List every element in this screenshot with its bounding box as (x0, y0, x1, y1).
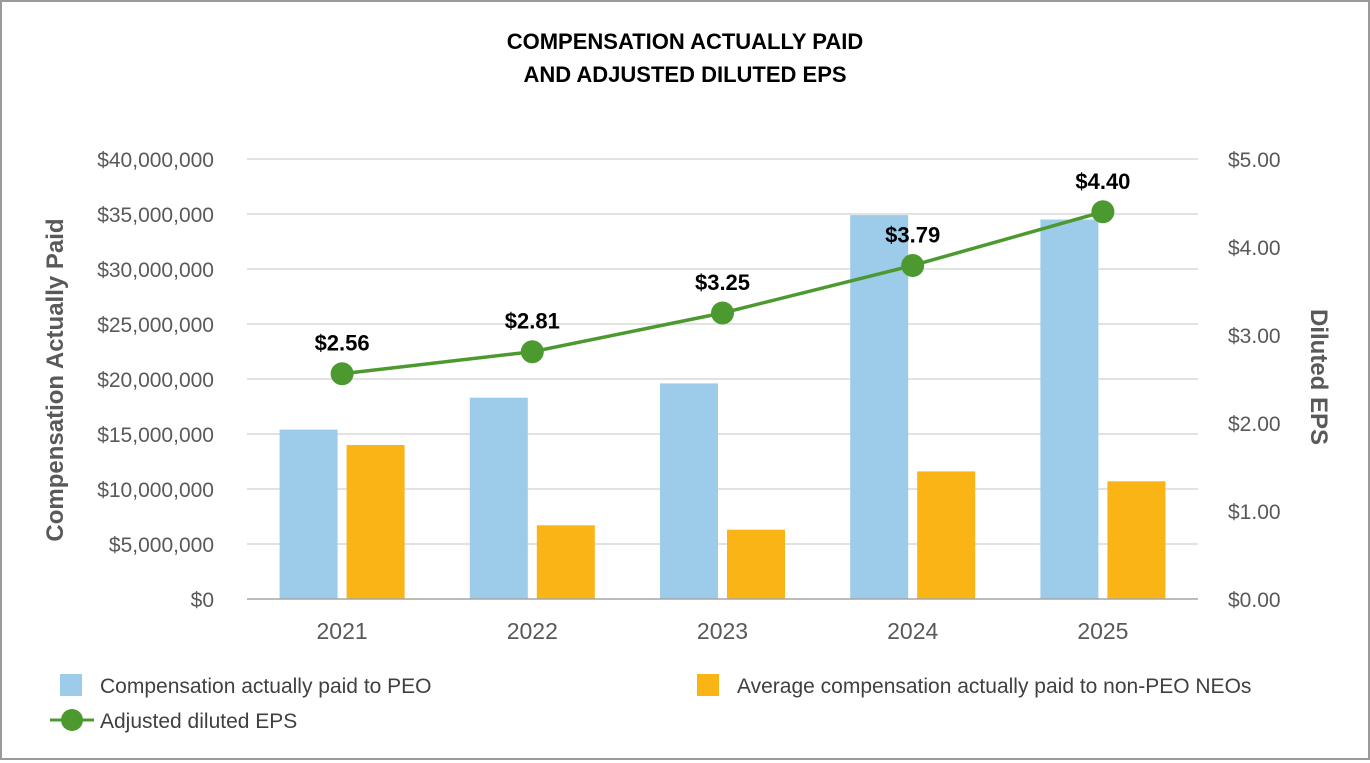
bar-peo-2023 (660, 383, 718, 599)
y-axis-ticks: $0 $5,000,000 $10,000,000 $15,000,000 $20,00… (97, 149, 214, 612)
y-tick-label: $5,000,000 (109, 534, 214, 557)
legend-swatch-neo (697, 674, 719, 696)
y2-tick-label: $5.00 (1228, 149, 1281, 172)
legend-label-peo: Compensation actually paid to PEO (100, 675, 432, 698)
eps-data-label: $4.40 (1075, 169, 1130, 194)
y2-tick-label: $3.00 (1228, 325, 1281, 348)
x-tick-label: 2021 (317, 618, 368, 644)
x-tick-label: 2024 (887, 618, 938, 644)
bar-peo-2022 (469, 397, 528, 599)
y2-tick-label: $0.00 (1228, 589, 1281, 612)
y2-tick-label: $4.00 (1228, 237, 1281, 260)
eps-point-2021 (330, 362, 354, 386)
y2-axis-title: Diluted EPS (1305, 309, 1332, 445)
bar-neo-2025 (1107, 481, 1166, 599)
bar-peo-2025 (1040, 219, 1099, 599)
x-axis-categories: 2021 2022 2023 2024 2025 (317, 618, 1129, 644)
bar-neo-2022 (536, 525, 595, 599)
y-axis-title: Compensation Actually Paid (42, 218, 69, 541)
x-tick-label: 2025 (1077, 618, 1128, 644)
legend-marker-eps (61, 709, 83, 731)
chart-title-line-2: AND ADJUSTED DILUTED EPS (523, 62, 846, 87)
eps-data-label: $2.81 (505, 309, 560, 334)
eps-point-2025 (1091, 200, 1115, 224)
y-tick-label: $40,000,000 (97, 149, 214, 172)
y2-tick-label: $2.00 (1228, 413, 1281, 436)
bar-peo-2021 (279, 429, 338, 599)
bar-neo-2024 (917, 471, 976, 599)
eps-point-2022 (520, 340, 544, 364)
legend: Compensation actually paid to PEO Averag… (50, 674, 1251, 733)
x-tick-label: 2022 (507, 618, 558, 644)
legend-swatch-peo (60, 674, 82, 696)
bar-neo-2023 (727, 529, 785, 599)
y-tick-label: $30,000,000 (97, 259, 214, 282)
eps-line-series: $2.56 $2.81 $3.25 $3.79 $4.40 (315, 169, 1130, 386)
chart-title-line-1: COMPENSATION ACTUALLY PAID (507, 29, 864, 54)
y-tick-label: $15,000,000 (97, 424, 214, 447)
legend-label-neo: Average compensation actually paid to no… (737, 675, 1251, 698)
y2-axis-ticks: $0.00 $1.00 $2.00 $3.00 $4.00 $5.00 (1228, 149, 1281, 612)
y-tick-label: $10,000,000 (97, 479, 214, 502)
legend-label-eps: Adjusted diluted EPS (100, 710, 297, 733)
y2-tick-label: $1.00 (1228, 501, 1281, 524)
y-tick-label: $35,000,000 (97, 204, 214, 227)
y-tick-label: $0 (191, 589, 214, 612)
eps-data-label: $3.79 (885, 222, 940, 247)
y-tick-label: $25,000,000 (97, 314, 214, 337)
eps-point-2023 (711, 301, 734, 325)
x-tick-label: 2023 (697, 618, 748, 644)
eps-data-label: $3.25 (695, 270, 750, 295)
y-tick-label: $20,000,000 (97, 369, 214, 392)
bar-neo-2021 (346, 445, 405, 599)
eps-point-2024 (901, 253, 925, 277)
eps-data-label: $2.56 (315, 331, 370, 356)
